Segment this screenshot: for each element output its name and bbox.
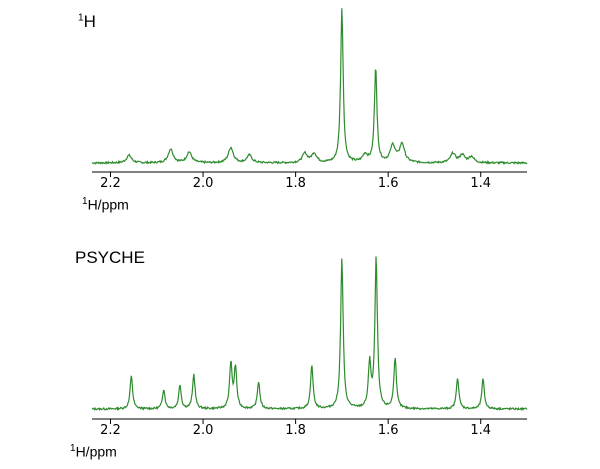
spectrum-peak (375, 67, 376, 68)
bottom-spectrum-panel: 2.2 2.0 1.8 1.6 1.4 (91, 256, 528, 438)
spectrum-peak (131, 375, 132, 376)
spectrum-peak (462, 155, 463, 156)
spectrum-peak (258, 381, 259, 382)
x-tick-label: 1.4 (470, 423, 491, 438)
spectrum-peak (369, 363, 370, 364)
spectrum-peak (163, 389, 164, 390)
top-panel-title: 1H (78, 12, 96, 32)
spectrum-peak (230, 363, 231, 364)
top-xlabel-superscript: 1 (82, 196, 88, 207)
spectrum-trace (91, 256, 528, 412)
spectrum-peak (471, 156, 472, 157)
spectrum-peak (341, 258, 342, 259)
x-tick-label: 2.0 (193, 423, 214, 438)
x-tick-label: 2.2 (100, 423, 121, 438)
x-tick-label: 2.0 (193, 176, 214, 191)
top-title-text: H (83, 12, 96, 31)
bottom-xlabel-text: H/ppm (75, 443, 117, 460)
x-tick-label: 1.8 (285, 176, 306, 191)
spectrum-peak (341, 8, 342, 9)
x-tick-label: 2.2 (100, 176, 121, 191)
top-xlabel-text: H/ppm (87, 196, 129, 213)
spectrum-peak (249, 155, 250, 156)
bottom-panel-title: PSYCHE (75, 248, 145, 267)
spectrum-peak (193, 374, 194, 375)
spectrum-peak (457, 377, 458, 378)
spectrum-peak (395, 357, 396, 358)
x-tick-label: 1.6 (378, 176, 399, 191)
x-tick-label: 1.4 (470, 176, 491, 191)
spectrum-peak (128, 155, 129, 156)
bottom-x-axis-label: 1H/ppm (70, 443, 117, 460)
spectrum-peak (179, 384, 180, 385)
spectrum-peak (392, 145, 393, 146)
top-x-axis-label: 1H/ppm (82, 196, 129, 213)
bottom-xlabel-superscript: 1 (70, 443, 76, 454)
spectrum-trace (91, 8, 528, 165)
spectrum-peak (376, 258, 377, 259)
spectrum-peak (235, 368, 236, 369)
x-tick-label: 1.8 (285, 423, 306, 438)
spectrum-peak (401, 144, 402, 145)
spectrum-peak (482, 378, 483, 379)
spectrum-peak (304, 153, 305, 154)
spectrum-peak (314, 153, 315, 154)
spectrum-peak (452, 153, 453, 154)
spectrum-peak (311, 365, 312, 366)
spectrum-peak (230, 147, 231, 148)
spectrum-peak (170, 149, 171, 150)
top-spectrum-panel: 2.2 2.0 1.8 1.6 1.4 (91, 8, 528, 191)
top-title-superscript: 1 (78, 12, 84, 24)
spectrum-peak (364, 155, 365, 156)
x-tick-label: 1.6 (378, 423, 399, 438)
spectrum-peak (189, 152, 190, 153)
